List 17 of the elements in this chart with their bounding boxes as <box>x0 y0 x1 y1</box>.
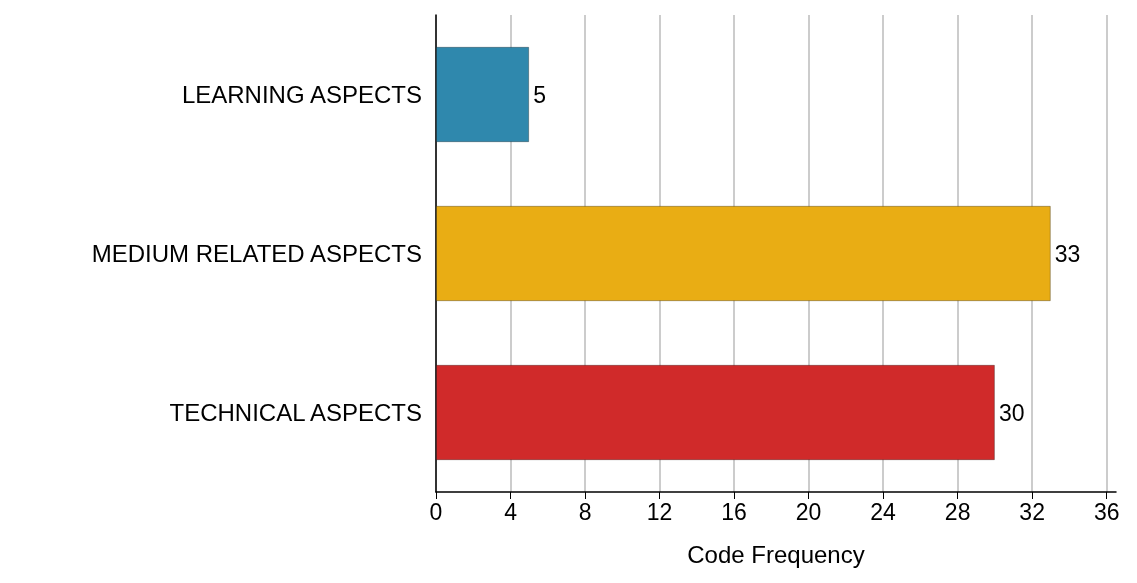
data-label: 33 <box>1054 240 1081 267</box>
x-tick-label: 24 <box>870 498 897 525</box>
data-label: 5 <box>533 81 546 108</box>
x-tick-label: 36 <box>1093 498 1120 525</box>
x-tick-label: 20 <box>795 498 822 525</box>
x-tick-label: 12 <box>646 498 673 525</box>
x-tick-label: 16 <box>721 498 747 525</box>
x-tick-label: 32 <box>1019 498 1045 525</box>
x-axis-title: Code Frequency <box>687 540 865 568</box>
x-tick-label: 0 <box>429 498 443 525</box>
x-tick-label: 4 <box>504 498 518 525</box>
x-tick-label: 28 <box>944 498 971 525</box>
data-label: 30 <box>998 399 1025 426</box>
x-tick-label: 8 <box>578 498 592 525</box>
y-tick-label: TECHNICAL ASPECTS <box>169 399 422 426</box>
y-tick-label: MEDIUM RELATED ASPECTS <box>91 240 422 267</box>
y-tick-label: LEARNING ASPECTS <box>181 81 422 108</box>
